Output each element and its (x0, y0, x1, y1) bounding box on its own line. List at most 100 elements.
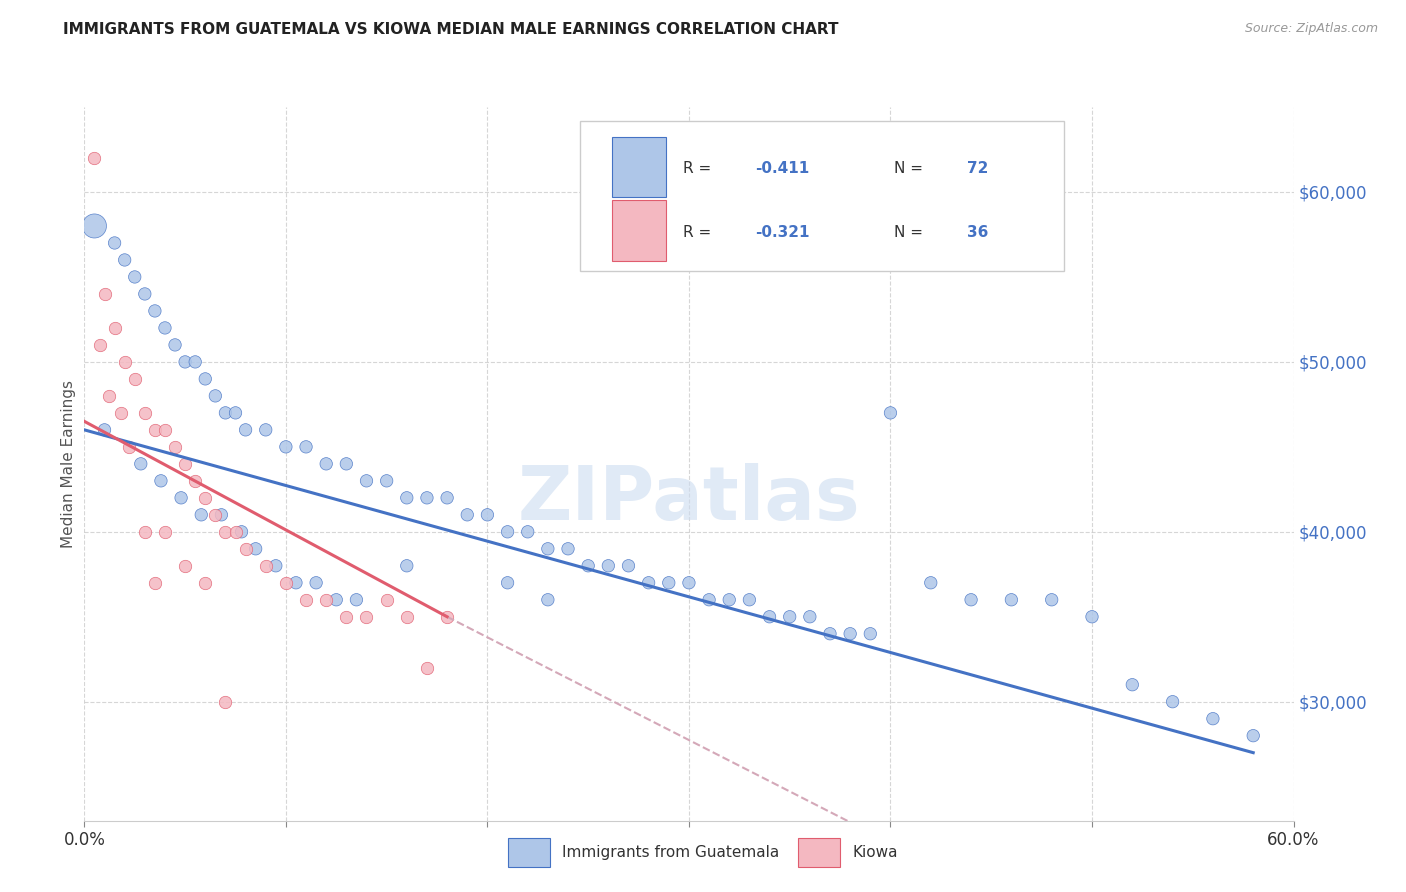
Point (295, 440, 318, 454)
Point (124, 269, 146, 284)
Point (576, 558, 599, 573)
Point (779, 609, 801, 624)
Point (153, 524, 176, 539)
Text: 36: 36 (967, 225, 988, 240)
Text: Immigrants from Guatemala: Immigrants from Guatemala (562, 846, 779, 860)
Point (231, 524, 253, 539)
Point (93, 423, 115, 437)
Point (93, 287, 115, 301)
Point (395, 491, 418, 505)
Point (143, 575, 166, 590)
Point (818, 626, 841, 640)
Point (153, 321, 176, 335)
Point (436, 609, 458, 624)
Point (456, 508, 478, 522)
Point (1241, 729, 1264, 743)
Text: ZIPatlas: ZIPatlas (517, 463, 860, 536)
Point (153, 423, 176, 437)
Point (315, 457, 337, 471)
Point (274, 440, 297, 454)
Point (214, 524, 236, 539)
Point (114, 355, 136, 369)
Point (174, 558, 197, 573)
Text: Source: ZipAtlas.com: Source: ZipAtlas.com (1244, 22, 1378, 36)
Point (118, 440, 141, 454)
Point (184, 474, 207, 488)
Text: -0.411: -0.411 (755, 161, 810, 177)
Point (165, 338, 187, 352)
Point (114, 252, 136, 267)
Point (97, 389, 120, 403)
Point (174, 457, 197, 471)
Point (416, 491, 439, 505)
FancyBboxPatch shape (581, 121, 1064, 271)
Point (678, 575, 700, 590)
Point (134, 406, 156, 420)
Point (758, 609, 780, 624)
Point (395, 558, 418, 573)
Point (149, 474, 172, 488)
Point (134, 524, 156, 539)
Point (537, 541, 560, 556)
Point (537, 592, 560, 607)
Point (346, 592, 368, 607)
Point (516, 524, 538, 539)
Text: -0.321: -0.321 (755, 225, 810, 240)
Point (598, 558, 620, 573)
Point (254, 558, 277, 573)
Point (214, 695, 236, 709)
Point (496, 575, 519, 590)
Point (235, 541, 257, 556)
Point (859, 626, 882, 640)
Point (697, 592, 720, 607)
Point (204, 508, 226, 522)
Point (235, 423, 257, 437)
Point (295, 592, 318, 607)
FancyBboxPatch shape (612, 201, 666, 261)
Point (89, 338, 111, 352)
Point (496, 524, 519, 539)
Point (204, 389, 226, 403)
Point (375, 474, 398, 488)
Point (617, 558, 640, 573)
Point (83, 151, 105, 165)
Point (284, 575, 308, 590)
Point (960, 592, 983, 607)
Point (1000, 592, 1022, 607)
Point (134, 287, 156, 301)
Point (335, 609, 357, 624)
Point (190, 508, 212, 522)
Point (129, 457, 152, 471)
Point (194, 575, 217, 590)
Point (557, 541, 579, 556)
Point (274, 575, 297, 590)
Point (315, 592, 337, 607)
Point (879, 406, 901, 420)
Point (264, 558, 287, 573)
Point (718, 592, 741, 607)
Point (839, 626, 862, 640)
FancyBboxPatch shape (612, 136, 666, 197)
Text: IMMIGRANTS FROM GUATEMALA VS KIOWA MEDIAN MALE EARNINGS CORRELATION CHART: IMMIGRANTS FROM GUATEMALA VS KIOWA MEDIA… (63, 22, 839, 37)
Text: N =: N = (894, 225, 928, 240)
Point (436, 491, 458, 505)
Point (356, 609, 378, 624)
Point (799, 609, 821, 624)
Point (375, 592, 398, 607)
Point (104, 235, 127, 250)
Point (477, 508, 499, 522)
Point (658, 575, 681, 590)
Point (184, 355, 207, 369)
Point (1202, 712, 1225, 726)
Point (1161, 695, 1184, 709)
Point (110, 406, 132, 420)
Text: 72: 72 (967, 161, 988, 177)
Point (254, 423, 277, 437)
Point (174, 355, 197, 369)
Point (637, 575, 659, 590)
Point (225, 406, 247, 420)
Point (214, 406, 236, 420)
Point (416, 661, 439, 675)
Point (395, 609, 418, 624)
Point (305, 575, 328, 590)
